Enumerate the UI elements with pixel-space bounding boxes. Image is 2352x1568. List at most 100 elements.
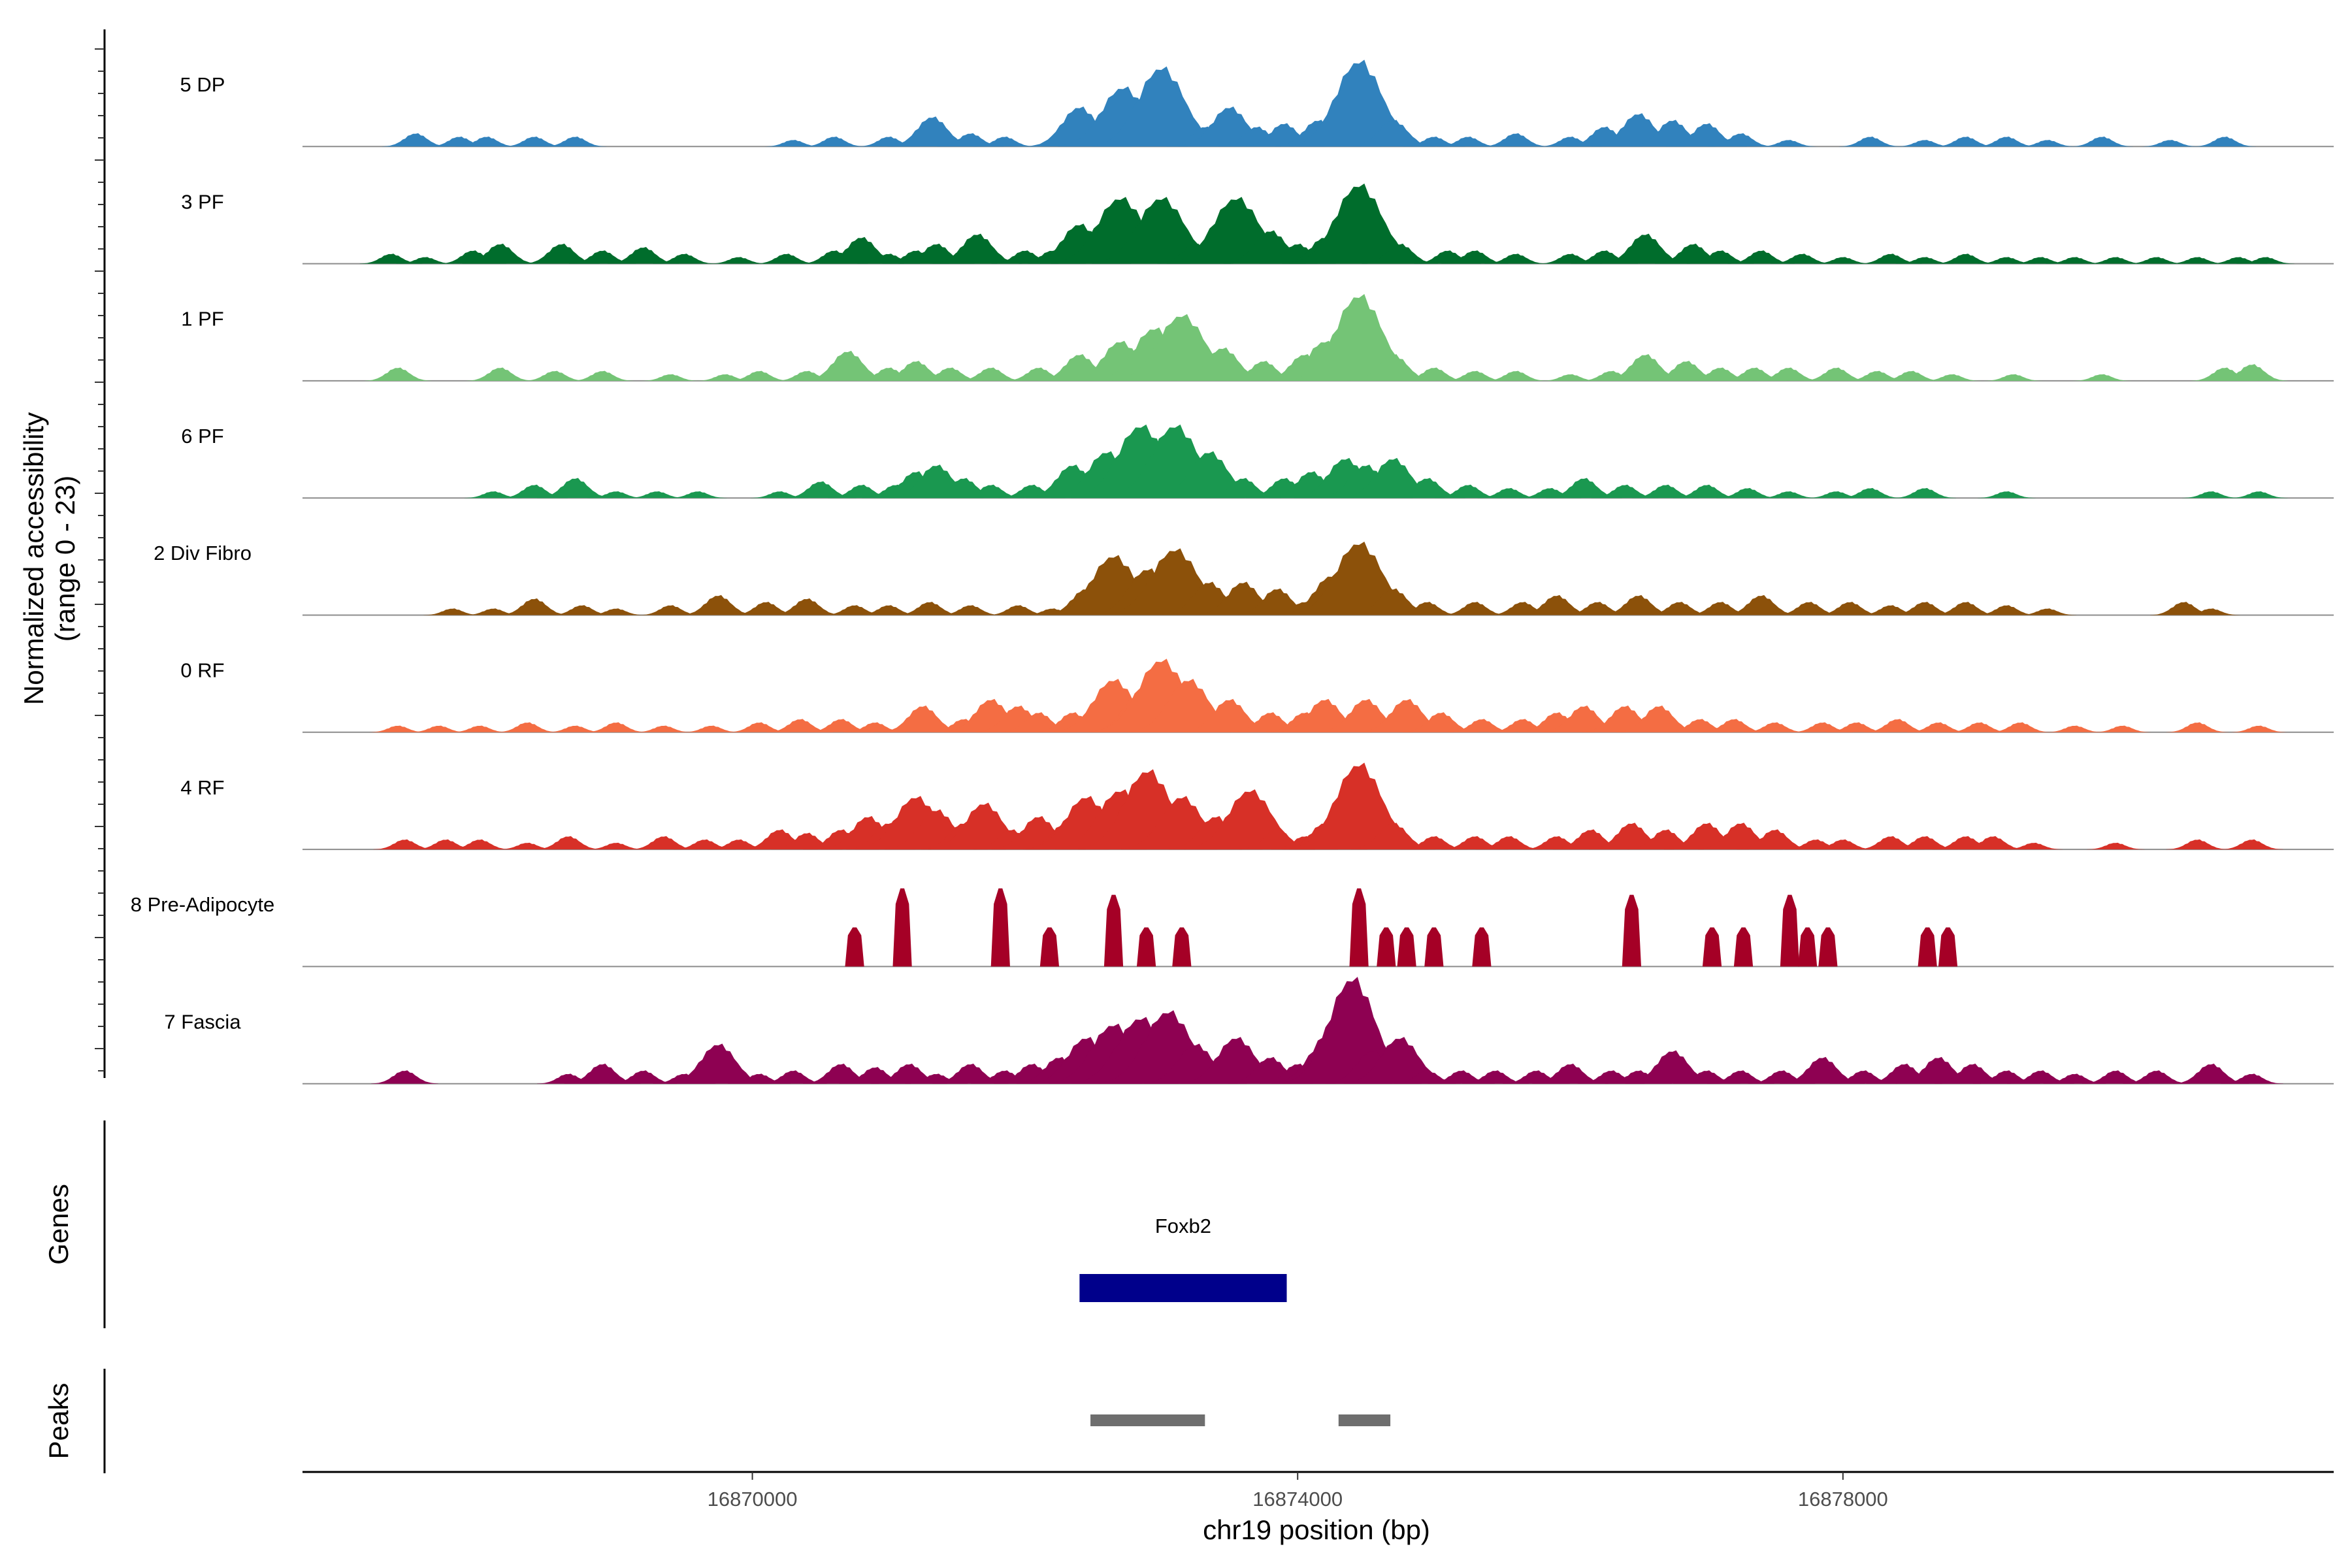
coverage-peak [2141, 140, 2200, 147]
coverage-peak [1172, 927, 1192, 967]
track-2-div-fibro: 2 Div Fibro [154, 542, 2334, 616]
coverage-peak [1989, 722, 2051, 732]
coverage-peak [1448, 719, 1516, 732]
peaks-track [1090, 1414, 1391, 1426]
coverage-peak [2086, 842, 2145, 850]
coverage-peak [957, 484, 1025, 498]
coverage-peak [523, 243, 600, 264]
coverage-peak [728, 370, 791, 381]
coverage-peak [2072, 374, 2131, 381]
coverage-peak [880, 705, 966, 732]
peak-region [1090, 1414, 1205, 1426]
coverage-peak [1975, 137, 2038, 147]
coverage-peak [987, 605, 1050, 615]
coverage-peak [916, 367, 984, 381]
coverage-peak [462, 243, 538, 264]
coverage-peak [1591, 484, 1659, 498]
coverage-peak [759, 1070, 827, 1084]
coverage-peak [1723, 595, 1799, 615]
coverage-peak [2181, 608, 2240, 615]
coverage-peak [1880, 370, 1943, 381]
coverage-peak [496, 722, 559, 732]
coverage-peak [2236, 257, 2295, 264]
coverage-peak [2220, 839, 2283, 850]
coverage-peak [641, 374, 700, 381]
coverage-peak [1443, 370, 1507, 381]
coverage-peak [666, 1043, 770, 1084]
coverage-tracks: 5 DP 3 PF 1 PF 6 PF 2 Div Fibro 0 RF 4 RF 8 Pre… [131, 59, 2334, 1085]
coverage-peak [680, 595, 757, 615]
coverage-peak [364, 367, 432, 381]
coverage-peak [766, 719, 834, 732]
coverage-peak [410, 725, 468, 732]
coverage-peak [1825, 722, 1888, 732]
coverage-peak [1907, 722, 1970, 732]
coverage-peak [1811, 839, 1874, 850]
coverage-peak [1863, 719, 1931, 732]
coverage-peak [1755, 367, 1822, 381]
coverage-peak [1182, 698, 1277, 732]
coverage-peak [546, 725, 604, 732]
coverage-peak [1923, 374, 1982, 381]
coverage-peak [957, 367, 1025, 381]
coverage-peak [771, 598, 843, 615]
coverage-peak [802, 137, 866, 147]
coverage-peak [2018, 608, 2077, 615]
coverage-peak [1686, 250, 1754, 264]
track-8-pre-adipocyte: 8 Pre-Adipocyte [131, 888, 2334, 968]
coverage-peak [1948, 722, 2011, 732]
coverage-peak [1859, 253, 1922, 264]
coverage-peak [2011, 257, 2070, 264]
y-axis-title-line2: (range 0 - 23) [50, 476, 80, 642]
coverage-peak [673, 839, 736, 850]
coverage-peak [1700, 719, 1768, 732]
coverage-peak [1891, 836, 1959, 850]
coverage-peak [1816, 602, 1884, 615]
coverage-peak [653, 253, 716, 264]
coverage-peak [728, 722, 791, 732]
track-4-rf: 4 RF [180, 762, 2334, 851]
coverage-peak [1791, 722, 1854, 732]
gene-foxb2-label: Foxb2 [1155, 1215, 1211, 1237]
coverage-peak [807, 719, 875, 732]
coverage-peak [1918, 927, 1937, 967]
coverage-peak [1934, 253, 1997, 264]
coverage-peak [1482, 133, 1550, 147]
coverage-peak [892, 888, 912, 967]
coverage-peak [1532, 1064, 1609, 1084]
coverage-peak [1603, 354, 1688, 381]
coverage-peak [1838, 487, 1902, 498]
coverage-peak [1289, 183, 1429, 264]
coverage-peak [932, 233, 1022, 264]
coverage-peak [1462, 1070, 1529, 1084]
coverage-peak [710, 257, 768, 264]
coverage-peak [523, 370, 586, 381]
coverage-peak [414, 839, 477, 850]
coverage-peak [2229, 725, 2288, 732]
coverage-peak [1759, 491, 1818, 498]
coverage-peak [845, 927, 864, 967]
y-axis-title-line1: Normalized accessibility [18, 412, 49, 705]
coverage-peak [1780, 1056, 1865, 1084]
coverage-peak [450, 725, 509, 732]
x-axis-title: chr19 position (bp) [1203, 1514, 1430, 1545]
coverage-peak [448, 839, 512, 850]
coverage-peak [1895, 257, 1954, 264]
coverage-peak [668, 491, 727, 498]
coverage-peak [2007, 1070, 2074, 1084]
coverage-peak [2216, 364, 2288, 381]
coverage-peak [1977, 257, 2036, 264]
coverage-peak [550, 605, 613, 615]
coverage-peak [1673, 484, 1740, 498]
coverage-peak [610, 1070, 677, 1084]
coverage-peak [1893, 487, 1956, 498]
track-1-pf: 1 PF [181, 294, 2334, 382]
coverage-peak [1616, 705, 1702, 732]
coverage-peak [2018, 140, 2077, 147]
coverage-peak [1891, 602, 1959, 615]
coverage-peak [534, 836, 602, 850]
track-5-dp: 5 DP [180, 59, 2334, 148]
coverage-peak [1484, 253, 1547, 264]
coverage-peak [1103, 894, 1124, 967]
coverage-peak [371, 1070, 438, 1084]
